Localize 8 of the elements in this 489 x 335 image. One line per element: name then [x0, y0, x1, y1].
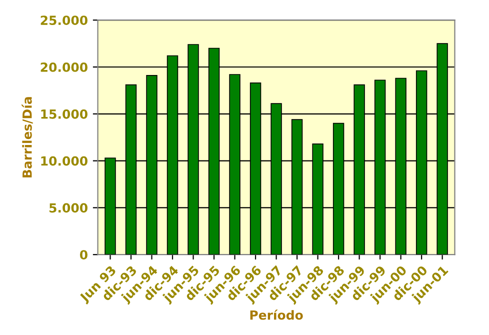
y-tick-label: 25.000	[40, 16, 88, 26]
y-axis-title: Barriles/Día	[22, 97, 33, 178]
y-tick-label: 15.000	[41, 109, 88, 119]
x-axis-title: Período	[250, 310, 303, 320]
y-tick-label: 20.000	[40, 62, 88, 72]
y-tick-label: 10.000	[41, 156, 88, 166]
y-tick-label: 5.000	[50, 203, 88, 213]
y-tick-label: 0	[80, 250, 88, 260]
